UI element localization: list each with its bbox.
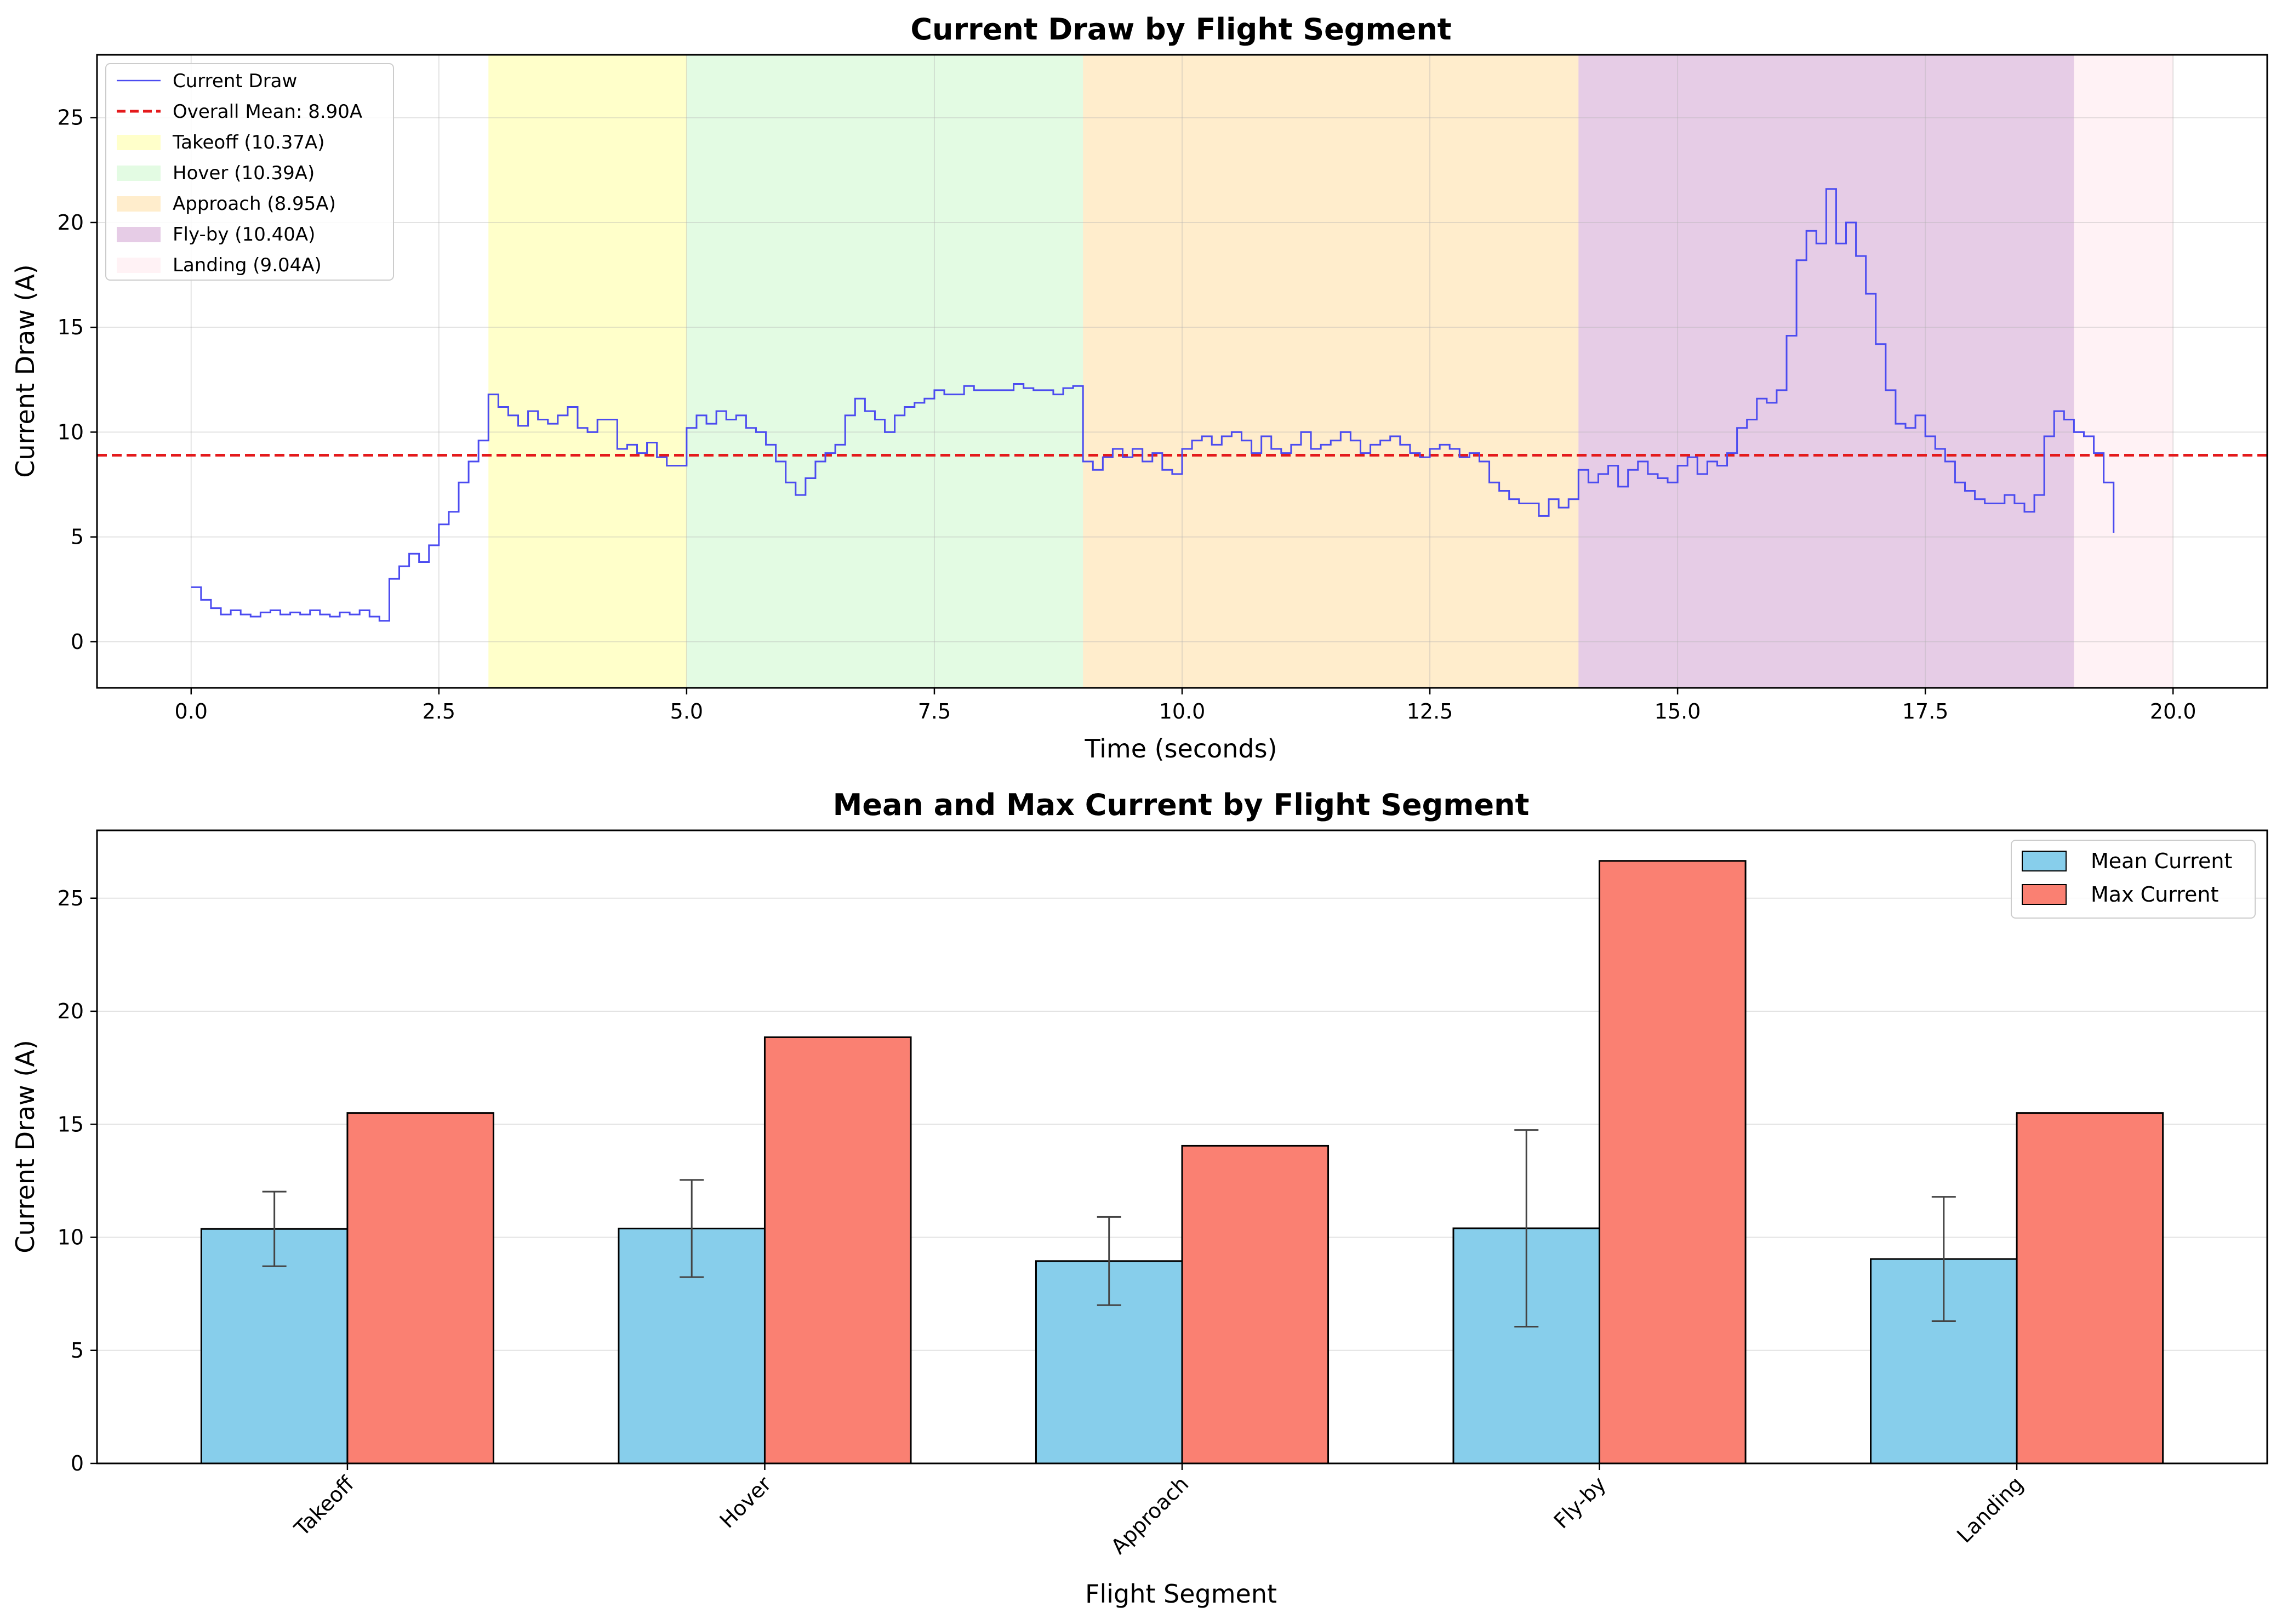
bar-chart-title: Mean and Max Current by Flight Segment (833, 788, 1530, 822)
legend-approach-label: Approach (8.95A) (173, 193, 336, 215)
band-hover (686, 55, 1083, 688)
legend-max-current-label: Max Current (2091, 882, 2218, 907)
y-tick-label: 15 (58, 315, 84, 339)
line-chart-x-ticks: 0.0 2.5 5.0 7.5 10.0 12.5 15.0 17.5 20.0 (175, 688, 2197, 723)
bar-chart-x-label: Flight Segment (1085, 1579, 1277, 1609)
x-tick-label: 0.0 (175, 699, 208, 723)
line-chart-x-label: Time (seconds) (1084, 734, 1277, 763)
x-tick-label: 15.0 (1655, 699, 1701, 723)
band-fly-by (1578, 55, 2074, 688)
band-landing (2074, 55, 2173, 688)
current-draw-line (191, 188, 2115, 622)
line-chart-legend: Current Draw Overall Mean: 8.90A Takeoff… (105, 63, 394, 281)
y-tick-label: 20 (58, 210, 84, 235)
y-tick-label: 5 (71, 525, 84, 549)
legend-current-draw-label: Current Draw (173, 70, 297, 92)
line-chart-title: Current Draw by Flight Segment (910, 12, 1451, 47)
segment-bands (488, 55, 2173, 688)
bar-chart-bars (200, 860, 2164, 1465)
y-tick-label: 15 (58, 1112, 84, 1136)
x-tick-label: 17.5 (1902, 699, 1949, 723)
bar-chart-y-ticks: 0 5 10 15 20 25 (58, 886, 97, 1475)
line-chart-y-label: Current Draw (A) (10, 264, 40, 478)
max-current-bar-approach (1181, 1144, 1330, 1465)
legend-box (105, 63, 394, 281)
legend-takeoff-label: Takeoff (10.37A) (172, 132, 325, 153)
max-current-bar-takeoff (346, 1112, 494, 1465)
x-tick-label: 12.5 (1407, 699, 1453, 723)
y-tick-label: 25 (58, 106, 84, 130)
legend-max-current-swatch (2022, 884, 2067, 905)
legend-landing-label: Landing (9.04A) (173, 254, 322, 276)
legend-approach-swatch (117, 196, 161, 212)
y-tick-label: 5 (71, 1338, 84, 1363)
line-chart-grid (97, 55, 2267, 688)
legend-mean-current-label: Mean Current (2091, 849, 2232, 873)
x-tick-label: 2.5 (423, 699, 455, 723)
legend-fly-by-label: Fly-by (10.40A) (173, 224, 315, 246)
line-chart: Current Draw by Flight Segment 0.0 2.5 5.0… (10, 12, 2268, 763)
max-current-bar-fly-by (1599, 860, 1747, 1465)
max-current-bar-landing (2016, 1112, 2164, 1465)
mean-current-bar-takeoff (200, 1228, 349, 1465)
y-tick-label: 10 (58, 420, 84, 444)
bar-chart-y-label: Current Draw (A) (10, 1040, 40, 1253)
legend-takeoff-swatch (117, 135, 161, 150)
y-tick-label: 0 (71, 630, 84, 654)
y-tick-label: 20 (58, 999, 84, 1023)
bar-legend-box (2011, 840, 2256, 919)
legend-hover-swatch (117, 166, 161, 181)
legend-fly-by-swatch (117, 227, 161, 242)
max-current-bar-hover (763, 1036, 912, 1465)
bar-chart-error-bars (262, 1129, 1956, 1327)
legend-mean-current-swatch (2022, 851, 2067, 871)
legend-landing-swatch (117, 258, 161, 273)
x-tick-label: 5.0 (670, 699, 703, 723)
legend-hover-label: Hover (10.39A) (173, 162, 315, 184)
band-approach (1083, 55, 1579, 688)
y-tick-label: 0 (71, 1451, 84, 1475)
current-draw-series (191, 188, 2115, 622)
line-chart-y-ticks: 0 5 10 15 20 25 (58, 106, 97, 654)
x-tick-label: 20.0 (2150, 699, 2197, 723)
legend-mean-label: Overall Mean: 8.90A (173, 101, 362, 123)
x-tick-label: 10.0 (1159, 699, 1206, 723)
band-takeoff (488, 55, 687, 688)
x-tick-label: 7.5 (918, 699, 951, 723)
bar-chart: Mean and Max Current by Flight Segment T… (10, 788, 2268, 1609)
y-tick-label: 25 (58, 886, 84, 910)
bar-chart-legend: Mean Current Max Current (2011, 840, 2256, 919)
y-tick-label: 10 (58, 1226, 84, 1250)
